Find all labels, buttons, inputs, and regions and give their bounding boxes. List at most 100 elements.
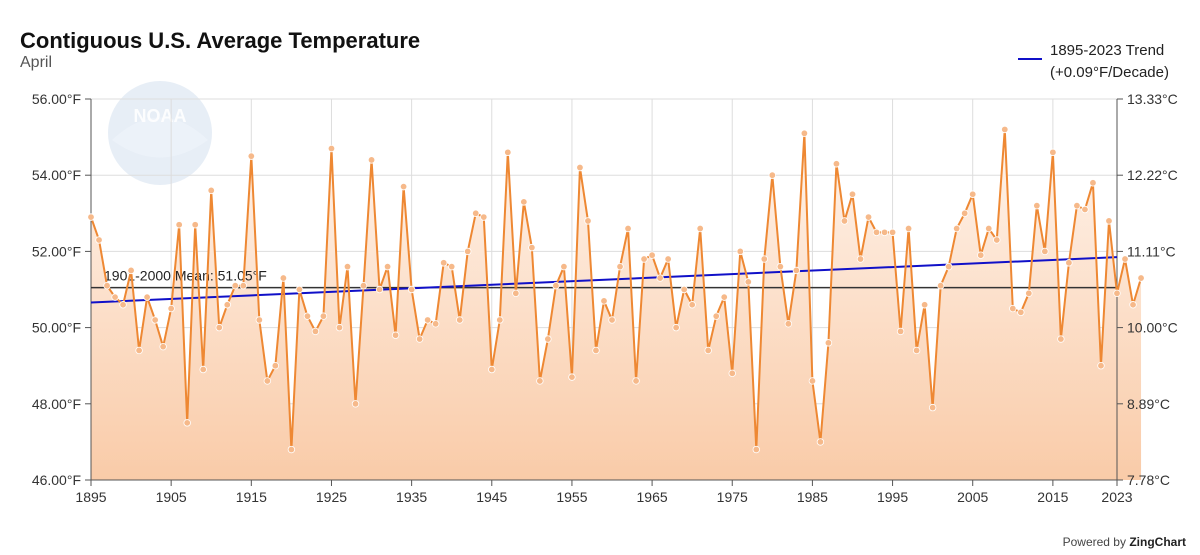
data-point-2006 <box>977 251 985 259</box>
data-point-1896 <box>95 236 103 244</box>
data-point-1953 <box>552 281 560 290</box>
y-tick-label-right-3: 11.11°C <box>1127 243 1176 259</box>
data-point-2000 <box>928 403 937 412</box>
x-tick-label-1995: 1995 <box>877 489 908 505</box>
data-point-1972 <box>704 346 712 355</box>
data-point-1941 <box>456 316 464 324</box>
data-point-1909 <box>199 365 207 374</box>
data-point-1936 <box>415 335 424 343</box>
data-point-1968 <box>672 323 680 332</box>
data-point-1965 <box>648 251 656 259</box>
data-point-1951 <box>536 377 544 385</box>
data-point-1983 <box>792 266 801 275</box>
chart-title: Contiguous U.S. Average Temperature <box>20 28 421 53</box>
data-point-1908 <box>191 221 199 229</box>
data-point-2021 <box>1097 362 1105 370</box>
data-point-1962 <box>624 224 632 233</box>
data-point-1906 <box>175 221 183 229</box>
data-point-1990 <box>848 190 857 198</box>
data-point-1966 <box>656 274 664 282</box>
data-point-1927 <box>343 262 352 271</box>
data-point-1897 <box>103 281 111 290</box>
data-point-1914 <box>239 281 247 290</box>
data-point-1930 <box>367 156 376 164</box>
data-point-1911 <box>215 323 223 332</box>
data-point-1979 <box>760 255 769 263</box>
data-point-1996 <box>896 327 905 336</box>
data-point-2025 <box>1129 301 1137 309</box>
data-point-1942 <box>464 247 472 256</box>
data-point-1991 <box>856 255 865 263</box>
data-point-1944 <box>480 213 488 221</box>
data-point-1933 <box>391 331 400 339</box>
legend-trend-label: 1895-2023 Trend (+0.09°F/Decade) <box>1050 40 1169 84</box>
data-point-1917 <box>263 377 272 385</box>
data-point-1922 <box>303 312 312 320</box>
area-fill-path <box>91 129 1142 481</box>
data-point-1915 <box>247 152 256 160</box>
data-point-2002 <box>944 262 953 271</box>
x-tick-label-1985: 1985 <box>797 489 828 505</box>
area-fill <box>91 129 1142 481</box>
data-point-1947 <box>504 148 512 157</box>
data-point-1920 <box>287 445 296 454</box>
axis-tick-labels: 46.00°F 7.78°C 48.00°F 8.89°C 50.00°F 10.00°C… <box>32 91 1178 505</box>
data-point-1902 <box>143 293 151 301</box>
x-tick-label-1895: 1895 <box>75 489 106 505</box>
powered-by-text: Powered by <box>1062 535 1126 549</box>
y-tick-label-right-5: 13.33°C <box>1127 91 1178 107</box>
data-point-1946 <box>496 316 504 324</box>
data-point-2009 <box>1001 125 1009 134</box>
data-point-1905 <box>167 304 175 313</box>
data-point-1924 <box>319 312 328 320</box>
data-point-1975 <box>728 369 736 378</box>
data-point-1978 <box>752 445 760 454</box>
data-point-1903 <box>151 316 159 324</box>
data-point-1948 <box>512 289 520 298</box>
data-point-1982 <box>784 320 793 328</box>
data-point-2013 <box>1033 201 1041 210</box>
data-point-1988 <box>832 160 841 168</box>
data-point-1956 <box>576 163 584 172</box>
x-tick-label-1975: 1975 <box>717 489 748 505</box>
data-point-1907 <box>183 419 191 427</box>
noaa-logo-text: NOAA <box>134 106 187 126</box>
data-point-1986 <box>816 438 825 446</box>
powered-by[interactable]: Powered by ZingChart <box>1063 535 1186 549</box>
legend-trend-line2: (+0.09°F/Decade) <box>1050 64 1169 81</box>
x-tick-label-1935: 1935 <box>396 489 427 505</box>
data-point-1987 <box>824 339 833 347</box>
y-tick-label-left-3: 52.00°F <box>32 243 81 259</box>
y-tick-label-right-1: 8.89°C <box>1127 396 1170 412</box>
x-tick-label-1945: 1945 <box>476 489 507 505</box>
data-point-1959 <box>600 297 608 305</box>
temperature-markers <box>87 125 1145 454</box>
data-point-2024 <box>1121 255 1129 263</box>
data-point-1900 <box>127 266 135 275</box>
data-point-1957 <box>584 217 592 225</box>
data-point-1934 <box>399 182 408 191</box>
data-point-2026 <box>1137 274 1145 282</box>
data-point-2004 <box>961 209 969 217</box>
data-point-2018 <box>1073 201 1081 210</box>
chart-subtitle: April <box>20 54 53 71</box>
data-point-1969 <box>680 285 688 294</box>
data-point-1976 <box>736 247 744 256</box>
data-point-1938 <box>431 320 440 328</box>
data-point-1997 <box>904 224 913 233</box>
data-point-2020 <box>1089 179 1097 187</box>
mean-line-label: 1901-2000 Mean: 51.05°F <box>104 268 267 284</box>
data-point-1926 <box>335 323 344 332</box>
y-tick-label-right-2: 10.00°C <box>1127 320 1178 336</box>
data-point-1899 <box>119 301 127 309</box>
data-point-1971 <box>696 224 704 233</box>
data-point-2014 <box>1041 247 1049 256</box>
noaa-logo: NOAA <box>108 81 212 185</box>
data-point-1973 <box>712 312 720 320</box>
data-point-1963 <box>632 377 640 385</box>
data-point-1994 <box>880 228 889 237</box>
legend-trend-swatch <box>1018 58 1042 60</box>
data-point-2007 <box>985 224 993 233</box>
data-point-1904 <box>159 342 167 351</box>
